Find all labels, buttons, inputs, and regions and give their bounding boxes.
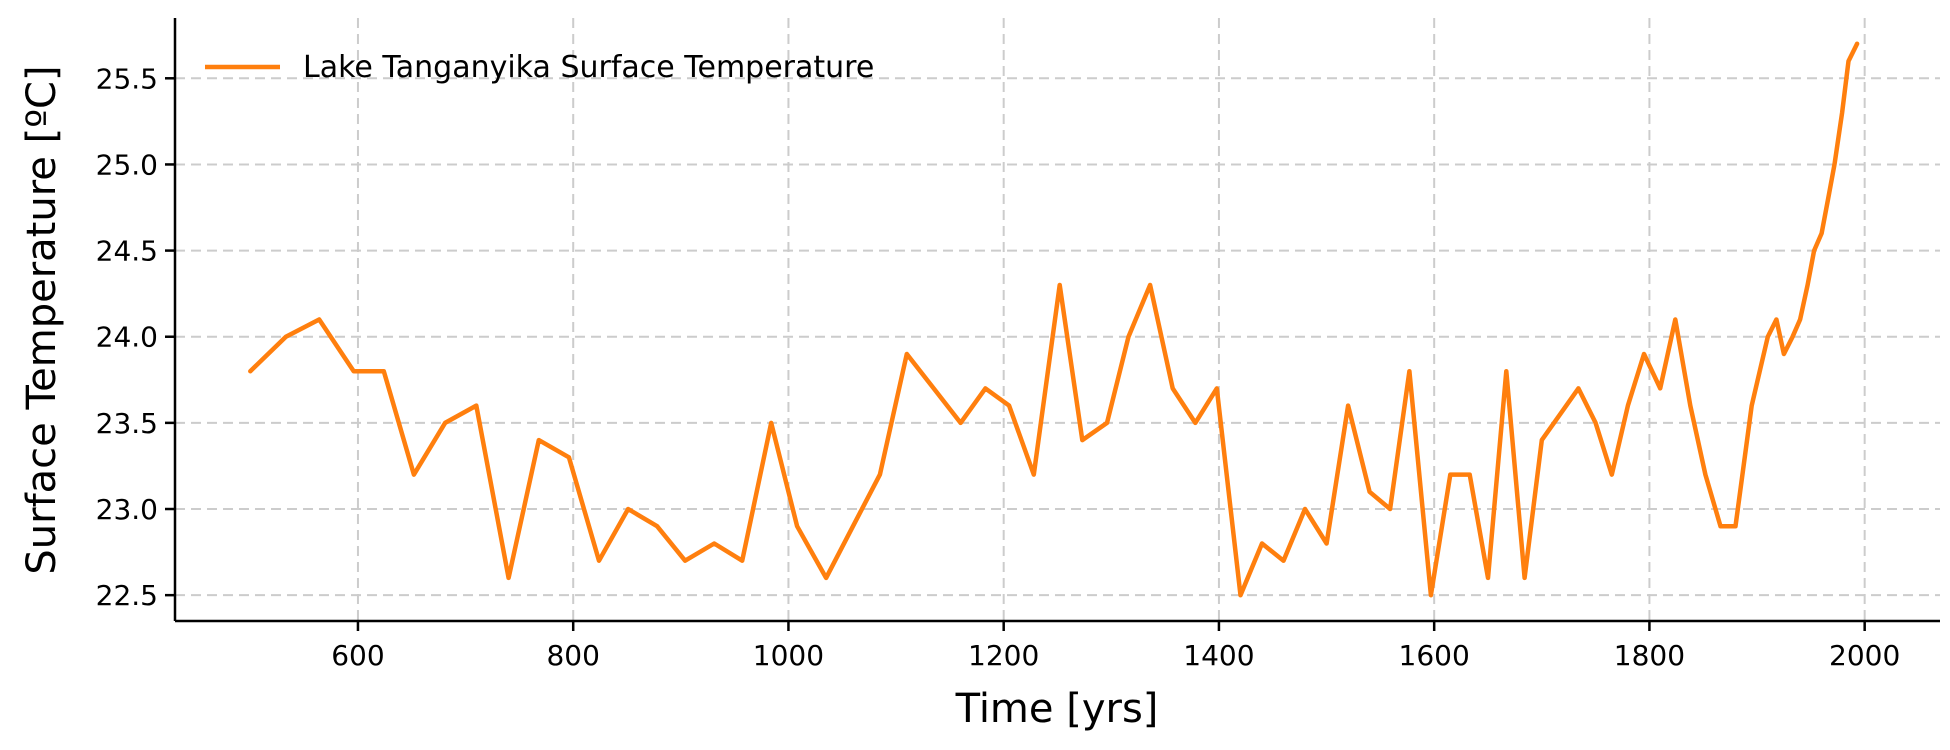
x-tick-label: 1000 [753, 639, 824, 672]
grid [175, 18, 1940, 621]
y-tick-label: 23.5 [96, 407, 158, 440]
series [248, 41, 1860, 598]
x-tick-label: 800 [546, 639, 599, 672]
x-tick-label: 1400 [1183, 639, 1254, 672]
y-tick-label: 24.5 [96, 235, 158, 268]
x-tick-label: 1600 [1399, 639, 1470, 672]
y-tick-label: 22.5 [96, 579, 158, 612]
y-tick-label: 23.0 [96, 493, 158, 526]
x-axis-label: Time [yrs] [955, 686, 1159, 732]
y-tick-label: 25.0 [96, 148, 158, 181]
y-tick-label: 25.5 [96, 62, 158, 95]
y-tick-label: 24.0 [96, 321, 158, 354]
legend: Lake Tanganyika Surface Temperature [205, 50, 874, 85]
x-ticks: 600 800 1000 1200 1400 1600 1800 2000 [331, 621, 1900, 672]
x-tick-label: 1200 [968, 639, 1039, 672]
x-tick-label: 1800 [1614, 639, 1685, 672]
axes [173, 18, 1940, 623]
y-axis-label: Surface Temperature [ºC] [19, 65, 65, 574]
x-tick-label: 2000 [1829, 639, 1900, 672]
series-line [248, 41, 1860, 598]
x-tick-label: 600 [331, 639, 384, 672]
y-ticks: 22.5 23.0 23.5 24.0 24.5 25.0 25.5 [96, 62, 175, 612]
legend-label: Lake Tanganyika Surface Temperature [303, 50, 874, 85]
